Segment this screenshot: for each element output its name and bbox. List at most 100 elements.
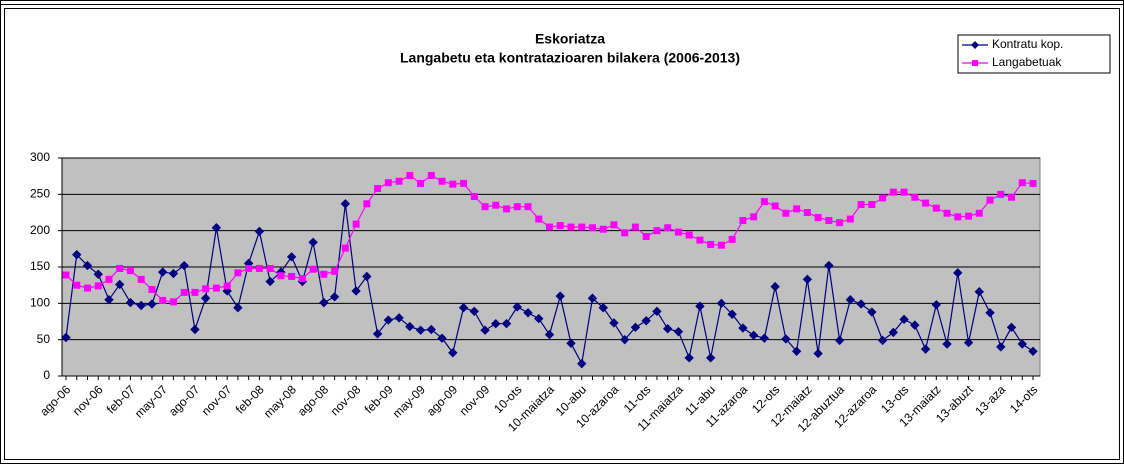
- data-point: [791, 346, 802, 357]
- data-point: [265, 276, 275, 287]
- data-point: [363, 200, 371, 208]
- data-point: [578, 223, 586, 231]
- data-point: [125, 297, 136, 308]
- data-point: [159, 296, 167, 304]
- data-point: [824, 260, 834, 271]
- y-tick-label: 100: [30, 296, 50, 310]
- data-point: [856, 299, 866, 309]
- data-point: [664, 224, 672, 232]
- data-point: [372, 329, 383, 339]
- data-point: [115, 279, 125, 290]
- data-point: [512, 302, 522, 312]
- data-point: [351, 286, 361, 296]
- data-point: [405, 321, 415, 332]
- data-point: [965, 212, 973, 220]
- data-point: [748, 330, 759, 341]
- legend-label: Kontratu kop.: [992, 37, 1063, 51]
- data-point: [491, 318, 501, 329]
- data-point: [750, 213, 758, 221]
- data-point: [406, 171, 414, 179]
- data-point: [1029, 179, 1037, 187]
- data-point: [104, 294, 114, 305]
- data-point: [803, 209, 811, 216]
- data-point: [341, 244, 349, 252]
- data-point: [415, 325, 426, 335]
- data-point: [212, 284, 220, 292]
- data-point: [771, 202, 779, 210]
- data-point: [942, 339, 952, 349]
- data-point: [631, 223, 639, 231]
- data-point: [417, 179, 425, 187]
- data-point: [73, 281, 81, 289]
- data-point: [503, 205, 511, 213]
- data-point: [374, 185, 382, 193]
- data-point: [1017, 339, 1027, 349]
- data-point: [673, 326, 684, 337]
- data-point: [996, 342, 1006, 352]
- data-point: [877, 335, 888, 346]
- data-point: [277, 272, 285, 280]
- data-point: [674, 228, 682, 236]
- data-point: [426, 324, 437, 335]
- data-point: [653, 227, 661, 235]
- data-point: [298, 275, 306, 283]
- data-point: [717, 241, 725, 249]
- data-point: [567, 223, 575, 231]
- data-point: [556, 222, 564, 230]
- data-point: [825, 216, 833, 224]
- data-point: [394, 313, 404, 323]
- data-point: [233, 302, 243, 313]
- data-point: [931, 300, 942, 310]
- data-point: [997, 190, 1005, 198]
- data-point: [329, 292, 340, 302]
- chart-title: Eskoriatza: [535, 31, 605, 47]
- data-point: [309, 265, 317, 273]
- data-point: [985, 308, 995, 318]
- data-point: [437, 333, 447, 343]
- data-point: [523, 308, 533, 318]
- data-point: [963, 337, 974, 348]
- data-point: [899, 314, 909, 325]
- data-point: [782, 209, 790, 217]
- data-point: [72, 249, 82, 260]
- data-point: [320, 270, 328, 278]
- data-point: [760, 198, 768, 206]
- data-point: [481, 203, 489, 211]
- data-point: [319, 297, 329, 308]
- data-point: [943, 209, 951, 217]
- data-point: [83, 284, 91, 292]
- data-point: [427, 171, 435, 179]
- data-point: [331, 267, 339, 275]
- data-point: [1028, 346, 1038, 357]
- data-point: [157, 267, 168, 277]
- data-point: [953, 268, 963, 278]
- data-point: [61, 332, 71, 343]
- data-point: [82, 260, 93, 271]
- data-point: [802, 274, 813, 285]
- data-point: [266, 264, 274, 272]
- data-point: [932, 204, 940, 212]
- data-point: [94, 282, 102, 290]
- data-point: [460, 179, 468, 187]
- data-point: [716, 298, 727, 309]
- data-point: [179, 260, 189, 271]
- data-point: [116, 264, 124, 272]
- y-tick-label: 300: [30, 150, 50, 164]
- data-point: [588, 224, 596, 232]
- y-tick-label: 0: [43, 368, 50, 382]
- data-point: [448, 348, 458, 358]
- data-point: [642, 232, 650, 240]
- data-point: [1018, 179, 1026, 187]
- data-point: [395, 177, 403, 185]
- data-point: [211, 223, 222, 233]
- data-point: [695, 301, 705, 311]
- legend-label: Langabetuak: [992, 55, 1062, 69]
- chart-subtitle: Langabetu eta kontratazioaren bilakera (…: [400, 50, 740, 66]
- y-tick-label: 50: [37, 332, 51, 346]
- data-point: [492, 201, 500, 209]
- data-point: [587, 293, 598, 303]
- data-point: [974, 286, 984, 297]
- data-point: [535, 215, 543, 223]
- data-point: [975, 209, 983, 217]
